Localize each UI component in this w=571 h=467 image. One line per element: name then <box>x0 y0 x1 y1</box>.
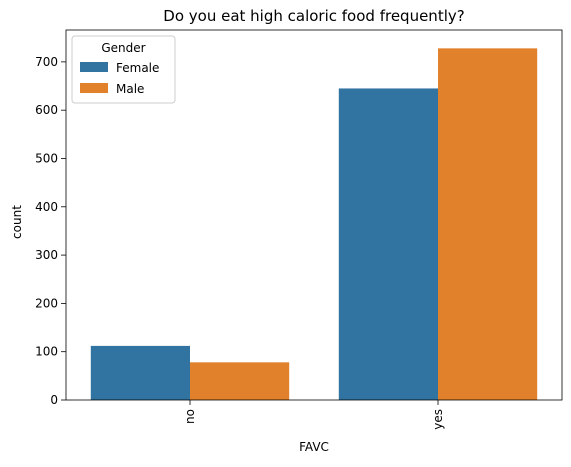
x-axis-label: FAVC <box>299 440 329 454</box>
axes-frame <box>65 29 563 401</box>
y-tick-label: 100 <box>35 345 58 359</box>
y-tick-label: 500 <box>35 151 58 165</box>
legend-title: Gender <box>101 41 145 55</box>
chart-title: Do you eat high caloric food frequently? <box>163 7 464 25</box>
legend: Gender Female Male <box>71 35 176 104</box>
y-tick-label: 400 <box>35 200 58 214</box>
legend-label-female: Female <box>116 61 159 75</box>
x-tick-label: no <box>183 409 197 424</box>
plot-area: no yes 0 100 200 300 400 500 600 700 <box>35 29 563 430</box>
y-tick-label: 700 <box>35 55 58 69</box>
bar-male-yes <box>438 48 538 400</box>
legend-swatch-male <box>80 83 108 93</box>
bar-male-no <box>190 362 290 400</box>
bar-female-yes <box>338 88 438 400</box>
y-tick-label: 200 <box>35 296 58 310</box>
y-tick-label: 600 <box>35 103 58 117</box>
bar-female-no <box>90 345 190 400</box>
x-tick-label: yes <box>431 409 445 430</box>
y-axis-label: count <box>10 205 24 239</box>
legend-label-male: Male <box>116 82 144 96</box>
y-tick-label: 300 <box>35 248 58 262</box>
y-tick-label: 0 <box>50 393 58 407</box>
legend-swatch-female <box>80 62 108 72</box>
